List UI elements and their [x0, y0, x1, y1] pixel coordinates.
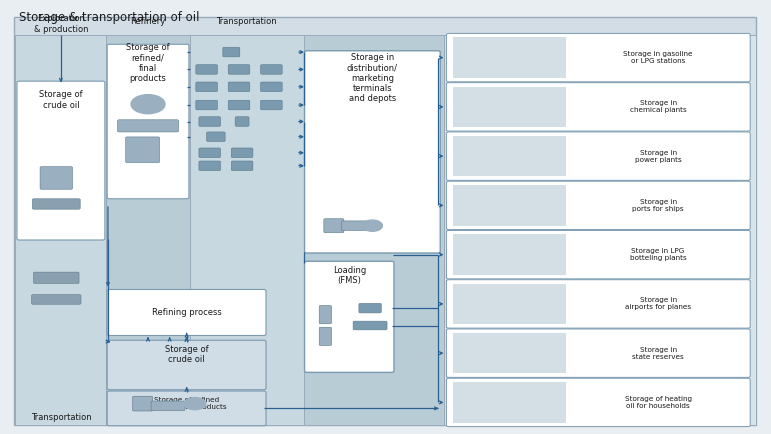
FancyBboxPatch shape [446, 132, 750, 180]
Bar [453, 86, 566, 127]
FancyBboxPatch shape [261, 65, 282, 74]
Bar [304, 35, 444, 425]
FancyBboxPatch shape [196, 100, 217, 110]
FancyBboxPatch shape [261, 100, 282, 110]
FancyBboxPatch shape [446, 82, 750, 131]
FancyBboxPatch shape [117, 120, 178, 132]
FancyBboxPatch shape [324, 219, 344, 233]
FancyBboxPatch shape [446, 33, 750, 82]
FancyBboxPatch shape [446, 230, 750, 279]
FancyBboxPatch shape [305, 261, 394, 372]
Bar [444, 35, 756, 425]
Text: Storage of
crude oil: Storage of crude oil [165, 345, 208, 364]
FancyBboxPatch shape [107, 340, 266, 390]
Text: Loading
(FMS): Loading (FMS) [332, 266, 366, 285]
Bar [453, 333, 566, 373]
FancyBboxPatch shape [319, 306, 332, 324]
FancyBboxPatch shape [228, 82, 250, 92]
Text: Storage in
chemical plants: Storage in chemical plants [630, 100, 686, 113]
FancyBboxPatch shape [359, 303, 381, 313]
FancyBboxPatch shape [196, 82, 217, 92]
Bar [106, 35, 190, 425]
Text: Refinery: Refinery [130, 17, 166, 26]
Bar [453, 185, 566, 226]
Circle shape [131, 95, 165, 114]
Text: Transportation: Transportation [217, 17, 277, 26]
FancyBboxPatch shape [126, 137, 160, 162]
FancyBboxPatch shape [133, 396, 153, 411]
Bar [453, 234, 566, 275]
Bar [453, 382, 566, 423]
FancyBboxPatch shape [199, 117, 221, 126]
FancyBboxPatch shape [446, 329, 750, 377]
FancyBboxPatch shape [446, 181, 750, 230]
FancyBboxPatch shape [228, 65, 250, 74]
Text: Storage of
refined/
final
products: Storage of refined/ final products [126, 43, 170, 83]
FancyBboxPatch shape [107, 289, 266, 335]
Bar [15, 35, 106, 425]
Text: Transportation: Transportation [31, 413, 91, 422]
Bar [453, 283, 566, 324]
Text: Storage & transportation of oil: Storage & transportation of oil [19, 11, 200, 24]
Bar [190, 35, 304, 425]
Circle shape [184, 398, 206, 410]
FancyBboxPatch shape [32, 199, 80, 209]
Bar [453, 136, 566, 176]
Text: Storage in LPG
botteling plants: Storage in LPG botteling plants [630, 248, 686, 261]
Text: Storage in
power plants: Storage in power plants [635, 150, 682, 163]
FancyBboxPatch shape [34, 272, 79, 283]
FancyBboxPatch shape [196, 65, 217, 74]
FancyBboxPatch shape [199, 148, 221, 158]
FancyBboxPatch shape [107, 44, 189, 199]
FancyBboxPatch shape [17, 81, 105, 240]
FancyBboxPatch shape [319, 327, 332, 345]
Text: Storage in
state reserves: Storage in state reserves [632, 347, 684, 360]
FancyBboxPatch shape [446, 378, 750, 427]
Text: Refining process: Refining process [152, 308, 221, 317]
Bar [453, 37, 566, 78]
Text: Storage in
airports for planes: Storage in airports for planes [625, 297, 691, 310]
Text: Storage in
distribution/
marketing
terminals
and depots: Storage in distribution/ marketing termi… [347, 53, 398, 103]
Text: Exploration
& production: Exploration & production [34, 14, 88, 33]
FancyBboxPatch shape [231, 161, 253, 171]
FancyBboxPatch shape [261, 82, 282, 92]
FancyBboxPatch shape [446, 279, 750, 328]
FancyBboxPatch shape [235, 117, 249, 126]
Circle shape [362, 220, 382, 231]
Text: Storage in gasoline
or LPG stations: Storage in gasoline or LPG stations [624, 51, 693, 64]
Text: Storage in
ports for ships: Storage in ports for ships [632, 199, 684, 212]
Text: Storage of heating
oil for households: Storage of heating oil for households [625, 396, 692, 409]
FancyBboxPatch shape [228, 100, 250, 110]
FancyBboxPatch shape [40, 167, 72, 189]
FancyBboxPatch shape [151, 401, 185, 411]
FancyBboxPatch shape [199, 161, 221, 171]
Text: Storage of
crude oil: Storage of crude oil [39, 90, 82, 109]
FancyBboxPatch shape [207, 132, 225, 141]
FancyBboxPatch shape [342, 221, 368, 230]
FancyBboxPatch shape [223, 47, 240, 57]
FancyBboxPatch shape [353, 321, 387, 330]
FancyBboxPatch shape [305, 51, 440, 253]
FancyBboxPatch shape [231, 148, 253, 158]
Text: Storage of refined
intermediate products: Storage of refined intermediate products [146, 397, 227, 410]
FancyBboxPatch shape [107, 391, 266, 426]
FancyBboxPatch shape [32, 295, 81, 304]
